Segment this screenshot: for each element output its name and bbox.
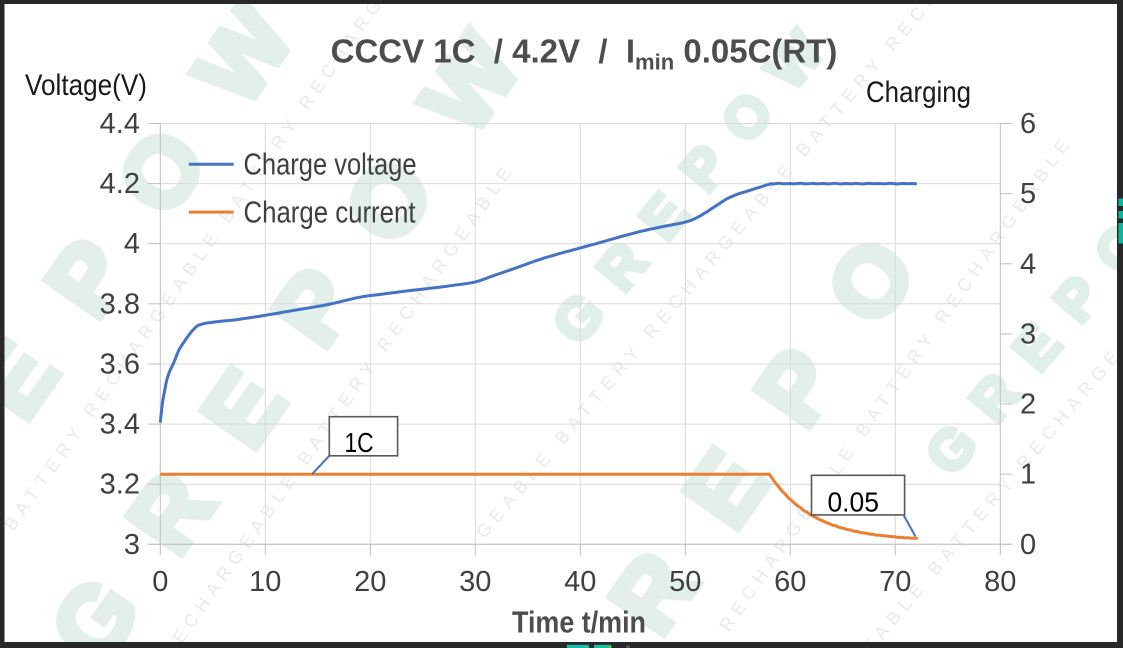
svg-text:30: 30 bbox=[459, 566, 491, 598]
svg-text:Charge voltage: Charge voltage bbox=[244, 147, 417, 182]
svg-text:4.2: 4.2 bbox=[100, 168, 140, 200]
svg-text:1: 1 bbox=[1020, 459, 1036, 491]
svg-text:3.6: 3.6 bbox=[100, 349, 140, 381]
svg-text:0.05: 0.05 bbox=[827, 486, 879, 517]
svg-text:20: 20 bbox=[354, 566, 386, 598]
svg-text:CCCV 1C / 4.2V / Imin 0.05C: CCCV 1C / 4.2V / Imin 0.05C(RT) bbox=[331, 33, 838, 75]
svg-text:4: 4 bbox=[124, 228, 140, 260]
svg-text:Time t/min: Time t/min bbox=[512, 605, 646, 640]
svg-text:Charging: Charging bbox=[866, 76, 971, 109]
svg-text:1C: 1C bbox=[345, 427, 374, 458]
svg-text:3.8: 3.8 bbox=[100, 288, 140, 320]
svg-text:0: 0 bbox=[1020, 529, 1036, 561]
svg-text:40: 40 bbox=[564, 566, 596, 598]
svg-text:Charge current: Charge current bbox=[244, 195, 416, 230]
svg-text:70: 70 bbox=[879, 566, 911, 598]
svg-text:80: 80 bbox=[984, 566, 1016, 598]
svg-text:50: 50 bbox=[669, 566, 701, 598]
svg-text:2: 2 bbox=[1020, 389, 1036, 421]
svg-text:3.2: 3.2 bbox=[100, 469, 140, 501]
svg-text:Voltage(V): Voltage(V) bbox=[25, 69, 147, 102]
svg-text:10: 10 bbox=[249, 566, 281, 598]
svg-text:3: 3 bbox=[124, 529, 140, 561]
svg-text:3.4: 3.4 bbox=[100, 409, 140, 441]
svg-text:4: 4 bbox=[1020, 248, 1036, 280]
svg-text:4.4: 4.4 bbox=[100, 108, 140, 140]
svg-text:6: 6 bbox=[1020, 108, 1036, 140]
svg-text:60: 60 bbox=[774, 566, 806, 598]
svg-text:3: 3 bbox=[1020, 318, 1036, 350]
svg-text:5: 5 bbox=[1020, 178, 1036, 210]
svg-text:0: 0 bbox=[152, 566, 168, 598]
